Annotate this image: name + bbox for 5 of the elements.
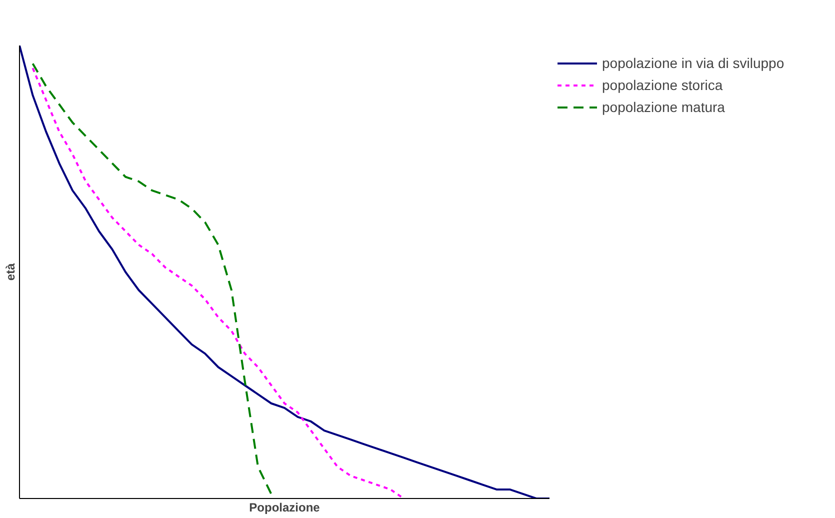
y-axis-title: età (4, 263, 18, 281)
legend-label: popolazione matura (602, 99, 725, 115)
legend-label: popolazione storica (602, 77, 723, 93)
legend-label: popolazione in via di sviluppo (602, 55, 784, 71)
x-axis-title: Popolazione (249, 500, 320, 514)
